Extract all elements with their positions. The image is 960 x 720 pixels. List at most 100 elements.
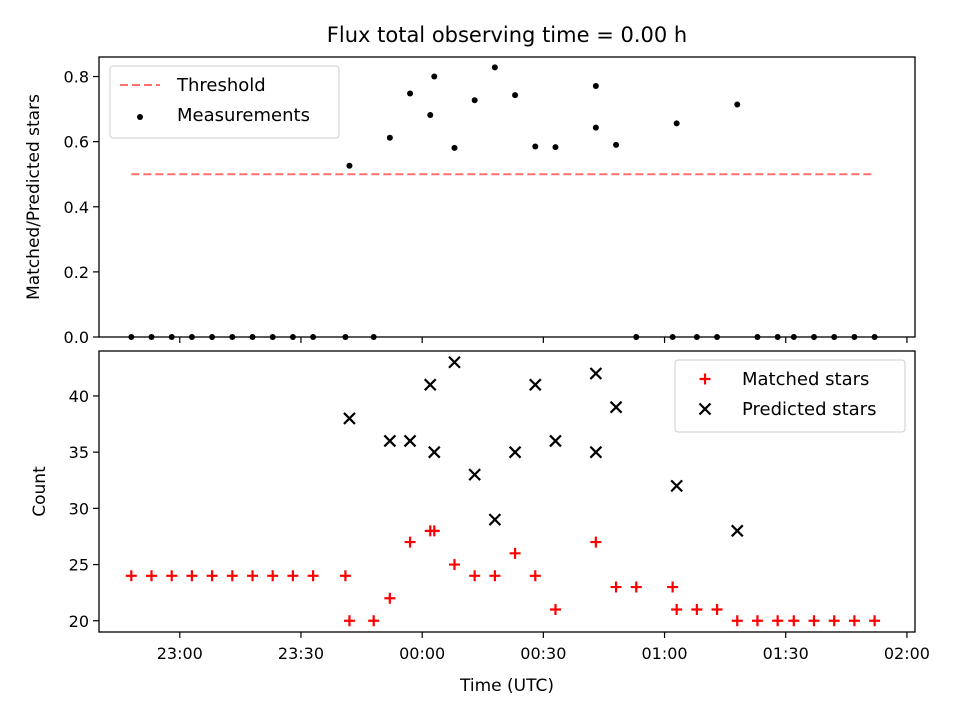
data-point — [269, 334, 276, 340]
data-point — [691, 604, 703, 616]
data-point — [469, 570, 481, 582]
x-tick-label: 01:30 — [763, 644, 809, 663]
data-point — [209, 334, 216, 340]
legend-label: Threshold — [176, 75, 266, 96]
data-point — [168, 334, 175, 340]
data-point — [731, 615, 743, 627]
data-point — [754, 334, 761, 340]
axes-frame — [98, 56, 916, 338]
y-tick-label: 0.6 — [64, 133, 89, 152]
data-point — [774, 334, 781, 340]
y-axis-label: Matched/Predicted stars — [24, 94, 44, 300]
data-point — [532, 143, 539, 150]
data-point — [346, 162, 353, 169]
data-point — [448, 355, 461, 369]
data-point — [148, 334, 155, 340]
data-point — [730, 524, 744, 538]
y-tick-label: 35 — [69, 443, 89, 462]
data-point — [869, 615, 881, 627]
data-point — [383, 434, 397, 448]
legend-label: Matched stars — [742, 369, 869, 390]
legend-swatch — [699, 373, 711, 385]
data-point — [788, 615, 800, 627]
data-point — [808, 615, 820, 627]
legend-box — [674, 359, 906, 433]
data-point — [711, 604, 723, 616]
data-point — [811, 334, 818, 340]
data-point — [404, 536, 416, 548]
data-point — [186, 570, 198, 582]
x-tick-label: 01:00 — [641, 644, 687, 663]
data-point — [448, 559, 460, 571]
data-point — [670, 479, 683, 493]
data-point — [287, 570, 299, 582]
legend-swatch — [698, 402, 712, 416]
data-point — [831, 334, 838, 340]
data-point — [384, 592, 396, 604]
data-point — [307, 570, 319, 582]
data-point — [125, 570, 137, 582]
chart-title: Flux total observing time = 0.00 h — [327, 23, 687, 47]
data-point — [146, 570, 158, 582]
star-count-panel: 20 25 30 35 40 23:00 23:30 00:00 00:30 01:00 01:30… — [30, 350, 930, 663]
y-tick-label: 30 — [69, 499, 89, 518]
data-point — [368, 615, 380, 627]
data-point — [790, 334, 797, 340]
matched-stars-series — [125, 525, 881, 627]
x-tick-label: 00:30 — [520, 644, 566, 663]
flux-ratio-panel: 0.0 0.2 0.4 0.6 0.8 Matched/Predicted stars Th… — [24, 56, 916, 347]
data-point — [289, 334, 296, 340]
x-tick-label: 23:30 — [278, 644, 324, 663]
legend-label: Predicted stars — [742, 399, 876, 420]
data-point — [427, 111, 434, 118]
data-point — [549, 434, 562, 448]
legend-box — [109, 65, 340, 139]
data-point — [734, 101, 741, 108]
data-point — [267, 570, 279, 582]
data-point — [249, 334, 256, 340]
y-tick-label: 0.0 — [64, 328, 89, 347]
data-point — [310, 334, 317, 340]
data-point — [342, 334, 349, 340]
data-point — [630, 581, 642, 593]
data-point — [370, 334, 377, 340]
data-point — [751, 615, 763, 627]
data-point — [428, 525, 440, 537]
data-point — [592, 82, 599, 89]
data-point — [491, 64, 498, 71]
data-point — [226, 570, 238, 582]
data-point — [488, 513, 502, 526]
data-point — [428, 445, 441, 459]
data-point — [669, 334, 676, 340]
y-tick-label: 0.4 — [64, 198, 89, 217]
data-point — [609, 400, 623, 414]
data-point — [552, 144, 559, 151]
data-point — [673, 120, 680, 127]
y-tick-label: 0.2 — [64, 263, 89, 282]
data-point — [772, 615, 784, 627]
legend: Matched stars Predicted stars — [674, 359, 906, 433]
data-point — [528, 378, 542, 391]
data-point — [423, 378, 437, 391]
x-axis-label: Time (UTC) — [459, 676, 554, 696]
y-tick-label: 20 — [69, 612, 89, 631]
data-point — [206, 570, 218, 582]
data-point — [386, 134, 393, 141]
data-point — [590, 536, 602, 548]
data-point — [589, 367, 603, 380]
y-tick-label: 25 — [69, 556, 89, 575]
data-point — [431, 73, 438, 80]
data-point — [403, 434, 417, 448]
data-point — [508, 445, 522, 459]
data-point — [451, 144, 458, 151]
data-point — [339, 570, 351, 582]
data-point — [633, 334, 640, 340]
data-point — [512, 92, 519, 99]
data-point — [693, 334, 700, 340]
data-point — [589, 445, 603, 459]
data-point — [343, 615, 355, 627]
data-point — [592, 124, 599, 131]
data-point — [529, 570, 541, 582]
data-point — [188, 334, 195, 340]
data-point — [247, 570, 259, 582]
